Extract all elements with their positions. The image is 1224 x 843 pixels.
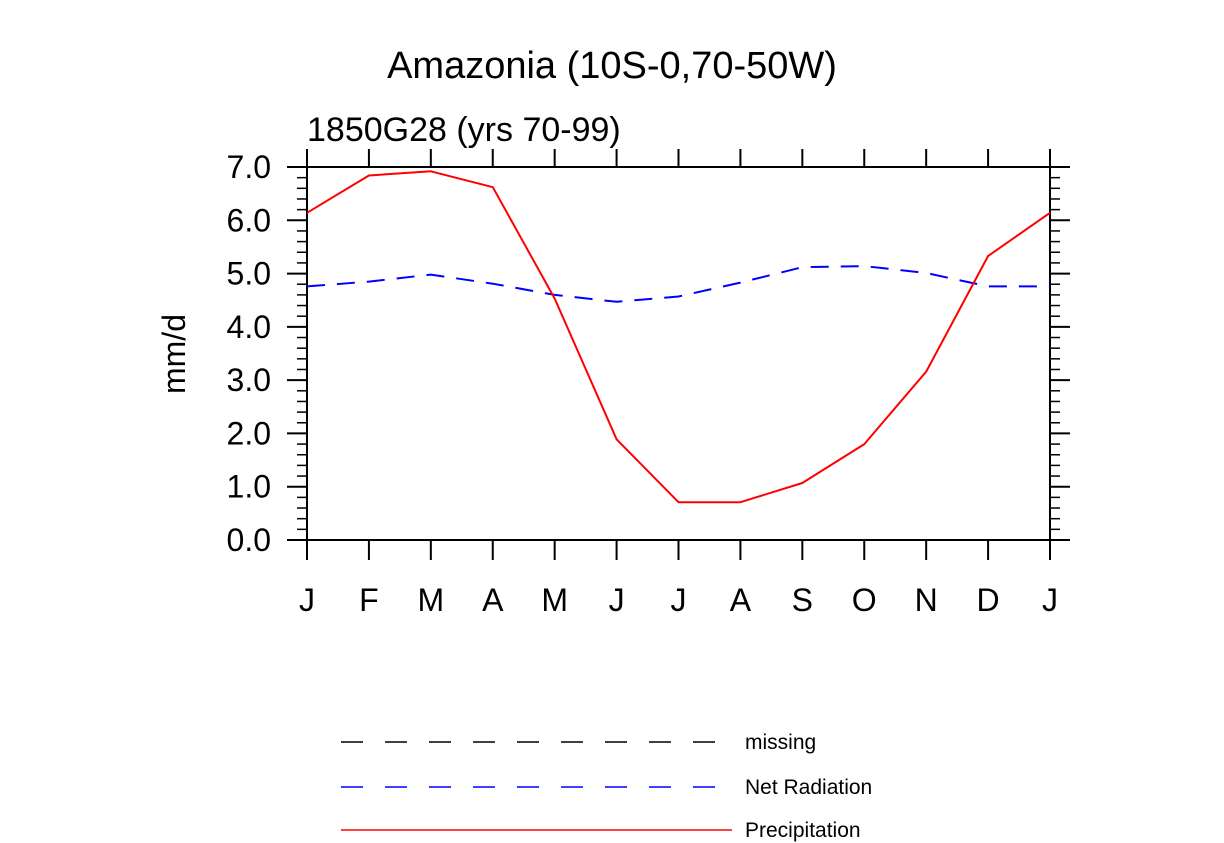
precipitation-point — [305, 210, 310, 215]
y-tick-label: 4.0 — [227, 309, 271, 345]
precipitation-point — [614, 437, 619, 442]
net-radiation-point — [738, 280, 743, 285]
x-tick-label: J — [609, 582, 625, 618]
net-radiation-point — [800, 265, 805, 270]
net-radiation-point — [428, 272, 433, 277]
net-radiation-point — [490, 281, 495, 286]
x-tick-label: D — [977, 582, 1000, 618]
y-tick-label: 6.0 — [227, 202, 271, 238]
precipitation-point — [552, 296, 557, 301]
series-layer — [305, 169, 1053, 505]
x-tick-label: J — [299, 582, 315, 618]
net-radiation-point — [924, 271, 929, 276]
net-radiation-point — [305, 284, 310, 289]
net-radiation-point — [676, 294, 681, 299]
x-tick-label: O — [852, 582, 877, 618]
x-tick-label: M — [541, 582, 568, 618]
precipitation-point — [366, 173, 371, 178]
chart-subtitle: 1850G28 (yrs 70-99) — [307, 111, 621, 149]
legend: missing Net Radiation Precipitation — [341, 731, 872, 842]
net-radiation-point — [366, 279, 371, 284]
y-tick-label: 5.0 — [227, 256, 271, 292]
x-tick-label: N — [915, 582, 938, 618]
x-tick-label: M — [418, 582, 445, 618]
precipitation-point — [1048, 210, 1053, 215]
precipitation-line — [306, 170, 1051, 504]
net-radiation-point — [1048, 284, 1053, 289]
precipitation-point — [676, 500, 681, 505]
y-tick-label: 1.0 — [227, 469, 271, 505]
chart-title: Amazonia (10S-0,70-50W) — [387, 45, 837, 87]
net-radiation-point — [862, 264, 867, 269]
precipitation-point — [428, 169, 433, 174]
net-radiation-point — [986, 284, 991, 289]
plot-frame — [306, 166, 1051, 541]
legend-label: Precipitation — [745, 819, 861, 842]
y-tick-label: 3.0 — [227, 362, 271, 398]
legend-label: missing — [745, 731, 816, 754]
x-tick-label: S — [792, 582, 813, 618]
y-axis-label: mm/d — [156, 314, 192, 394]
x-tick-label: A — [482, 582, 504, 618]
y-tick-label: 7.0 — [227, 149, 271, 185]
x-tick-label: J — [671, 582, 687, 618]
net-radiation-point — [614, 299, 619, 304]
precipitation-point — [800, 480, 805, 485]
y-tick-label: 0.0 — [227, 522, 271, 558]
x-tick-label: J — [1042, 582, 1058, 618]
precipitation-point — [738, 500, 743, 505]
precipitation-point — [986, 253, 991, 258]
axes-layer: 0.0 1.0 2.0 3.0 4.0 5.0 6.0 7.0 J F M A M J J A S O N D J — [227, 149, 1070, 618]
y-tick-label: 2.0 — [227, 415, 271, 451]
x-tick-label: A — [730, 582, 752, 618]
precipitation-point — [924, 369, 929, 374]
net-radiation-line — [306, 265, 1050, 303]
legend-label: Net Radiation — [745, 776, 872, 799]
precipitation-point — [490, 185, 495, 190]
x-tick-label: F — [359, 582, 379, 618]
precipitation-point — [862, 442, 867, 447]
